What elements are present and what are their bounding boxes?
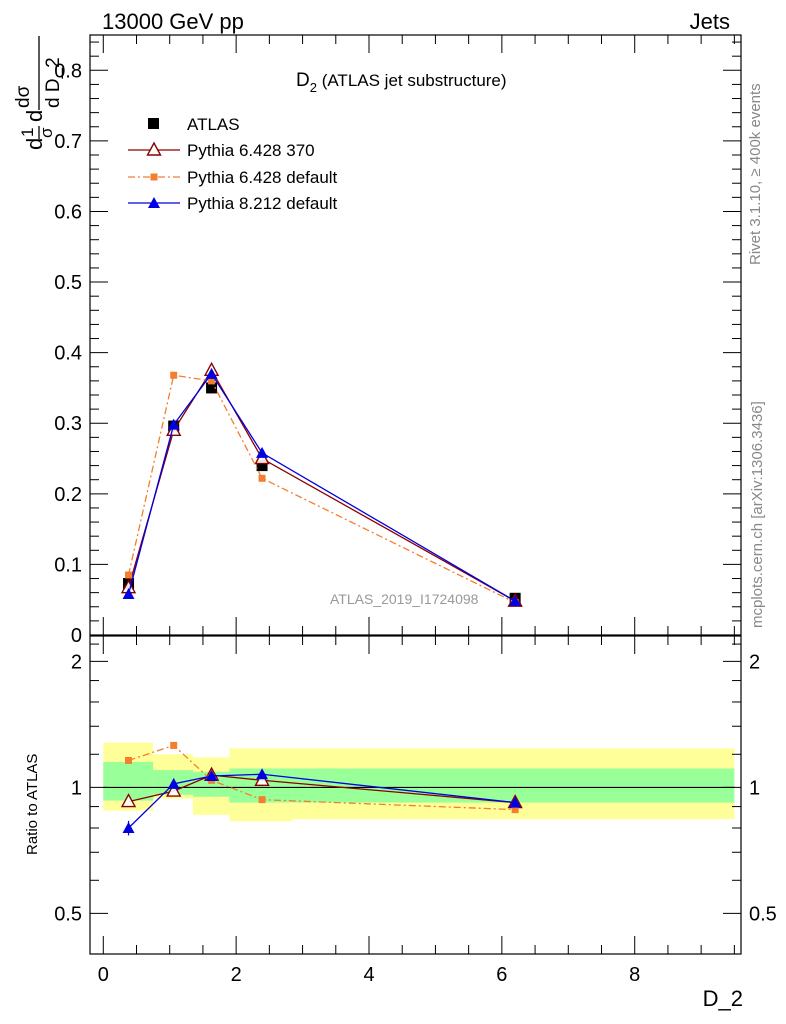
y-tick-label: 0.1: [54, 554, 82, 576]
legend-marker-p6-default: [150, 173, 158, 181]
ratio-panel: 0.5 0.5 1 1 2 2: [54, 635, 777, 955]
y-tick-label: 0.3: [54, 413, 82, 435]
ratio-frame: [89, 635, 742, 955]
legend-label-p6-370: Pythia 6.428 370: [187, 141, 315, 160]
y-tick-label: 0.2: [54, 484, 82, 506]
ylabel-sigma: σ: [37, 127, 56, 138]
ratio-bands: [103, 742, 735, 822]
legend: ATLAS Pythia 6.428 370 Pythia 6.428 defa…: [128, 115, 338, 213]
y-tick-label: 0.4: [54, 343, 82, 365]
ylabel-dD2: d D_2: [43, 57, 64, 108]
x-tick-label: 6: [496, 964, 507, 986]
ratio-pythia-6-428-default-point: [170, 741, 178, 749]
main-ylabel: d 1 σ d dσ d D_2: [13, 36, 64, 150]
main-y-ticks: 0 0.1 0.2 0.3 0.4 0.5 0.6 0.7 0.8: [54, 41, 741, 647]
y-tick-label: 0.8: [54, 60, 82, 82]
side-text-rivet: Rivet 3.1.10, ≥ 400k events: [747, 83, 764, 265]
main-pythia-8-212-default-point: [509, 595, 522, 607]
main-pythia-6-428-default-point: [125, 571, 133, 579]
main-pythia-6-428-default-point: [170, 371, 178, 379]
header-right: Jets: [690, 9, 730, 34]
main-pythia-8-212-default-line: [127, 372, 516, 602]
main-pythia-8-212-default-point: [256, 446, 269, 458]
main-atlas-point: [256, 460, 268, 472]
y-tick-label: 0.6: [54, 201, 82, 223]
legend-marker-p6-370: [146, 141, 162, 156]
ratio-y-tick-label: 1: [71, 777, 82, 799]
title-sub: 2: [310, 80, 317, 95]
main-pythia-6-428-default-point: [208, 377, 216, 385]
ratio-y-tick-label: 0.5: [54, 903, 82, 925]
ratio-y-tick-label-right: 0.5: [749, 903, 777, 925]
legend-label-p8: Pythia 8.212 default: [187, 194, 338, 213]
ratio-ylabel: Ratio to ATLAS: [24, 754, 41, 855]
side-text-mcplots: mcplots.cern.ch [arXiv:1306.3436]: [749, 401, 766, 628]
ratio-pythia-6-428-370-point: [166, 782, 182, 797]
ratio-pythia-8-212-default-point: [167, 777, 180, 789]
ratio-y-ticks: 0.5 0.5 1 1 2 2: [54, 643, 777, 925]
ratio-y-tick-label-right: 2: [749, 651, 760, 673]
x-tick-label: 4: [363, 964, 374, 986]
main-pythia-6-428-default-point: [258, 474, 266, 482]
ratio-pythia-8-212-default-point: [509, 796, 522, 808]
ylabel-d1: d: [22, 138, 47, 150]
x-tick-label: 2: [231, 964, 242, 986]
ratio-y-tick-label-right: 1: [749, 777, 760, 799]
main-atlas-point: [206, 382, 218, 394]
ratio-pythia-8-212-default-point: [256, 768, 269, 780]
ylabel-dsigma: dσ: [13, 85, 34, 108]
ratio-pythia-6-428-default-point: [258, 796, 266, 804]
y-tick-label: 0.5: [54, 272, 82, 294]
ylabel-d2: d: [22, 110, 47, 122]
ratio-pythia-6-428-default-line: [128, 744, 516, 811]
ratio-y-tick-label: 2: [71, 651, 82, 673]
svg-text:d: d: [22, 138, 47, 150]
x-tick-label: 0: [98, 964, 109, 986]
main-pythia-8-212-default-point: [122, 588, 135, 600]
main-frame: [89, 34, 742, 636]
ratio-pythia-6-428-370-point: [254, 771, 270, 786]
ratio-pythia-6-428-default-point: [511, 806, 519, 814]
main-series: [120, 361, 523, 607]
ratio-pythia-6-428-370-point: [120, 793, 137, 808]
legend-marker-p8: [148, 197, 160, 208]
analysis-watermark: ATLAS_2019_I1724098: [330, 591, 479, 607]
y-tick-label: 0: [71, 625, 82, 647]
title-main: D: [296, 70, 310, 91]
ratio-pythia-6-428-default-point: [125, 756, 133, 764]
ylabel-numerator-1: 1: [18, 128, 37, 137]
title-rest: (ATLAS jet substructure): [317, 71, 507, 90]
legend-marker-atlas: [148, 118, 159, 129]
x-ticks: 0 2 4 6 8: [98, 35, 735, 986]
main-pythia-8-212-default-point: [205, 367, 218, 379]
y-tick-label: 0.7: [54, 131, 82, 153]
plot-title: D2 (ATLAS jet substructure): [296, 70, 507, 95]
ratio-pythia-8-212-default-point: [205, 769, 218, 781]
header-left: 13000 GeV pp: [102, 9, 244, 34]
legend-label-p6-default: Pythia 6.428 default: [187, 168, 338, 187]
x-tick-label: 8: [629, 964, 640, 986]
x-axis-label: D_2: [703, 986, 743, 1011]
ratio-series: [120, 741, 523, 836]
main-panel: 0 0.1 0.2 0.3 0.4 0.5 0.6 0.7 0.8: [54, 34, 742, 647]
legend-label-atlas: ATLAS: [187, 115, 240, 134]
main-pythia-8-212-default-point: [167, 418, 180, 430]
